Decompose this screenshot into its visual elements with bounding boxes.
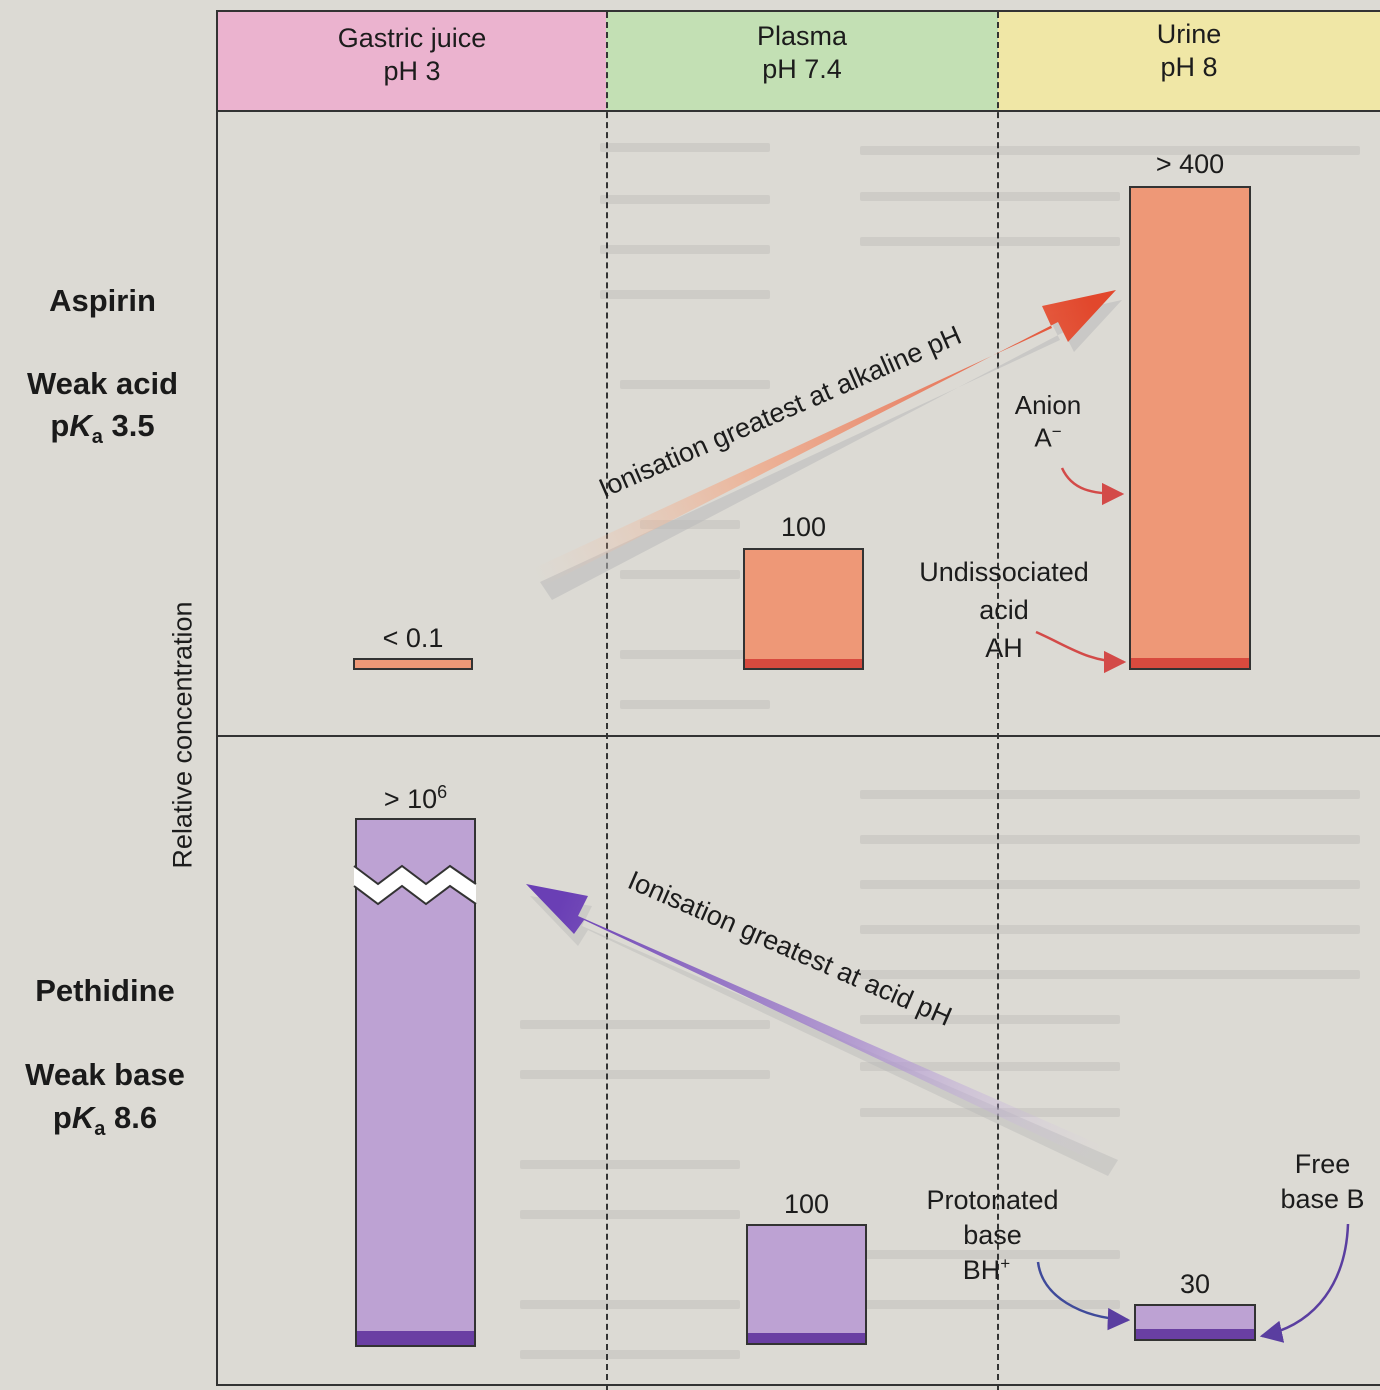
- anion-pointer-arrow: [1060, 467, 1125, 506]
- protonated-symbol: BH+: [899, 1253, 1074, 1288]
- header-divider: [218, 110, 1380, 112]
- header-urine-ph: pH 8: [1160, 51, 1218, 82]
- protonated-label: Protonated base BH+: [905, 1183, 1080, 1288]
- row-divider: [218, 735, 1380, 737]
- pethidine-pka-k: K: [71, 1100, 95, 1135]
- alkaline-ionisation-arrow: [530, 290, 1122, 600]
- header-urine: [998, 12, 1380, 110]
- pethidine-plasma-bar: [746, 1224, 867, 1345]
- pethidine-gastric-value-base: > 10: [383, 784, 438, 814]
- aspirin-pka-p: p: [50, 408, 70, 443]
- anion-label-text: Anion: [1014, 390, 1082, 420]
- header-gastric-label: Gastric juice pH 3: [218, 22, 606, 88]
- header-gastric: [218, 12, 606, 110]
- aspirin-pka-sub: a: [91, 426, 103, 449]
- free-base-pointer-arrow: [1259, 1223, 1350, 1343]
- header-urine-name: Urine: [1156, 19, 1222, 49]
- pethidine-plasma-base: [748, 1333, 865, 1343]
- aspirin-gastric-bar: [353, 658, 473, 670]
- figure-frame: [216, 10, 1380, 1386]
- protonated-symbol-letters: BH: [962, 1255, 1001, 1286]
- undissociated-line-3: AH: [985, 632, 1023, 663]
- header-plasma-ph: pH 7.4: [762, 53, 842, 84]
- pethidine-plasma-value: 100: [783, 1189, 830, 1219]
- free-base-line-2: base B: [1280, 1184, 1365, 1215]
- pethidine-pka: pKa 8.6: [0, 1100, 210, 1141]
- anion-symbol-letter: A: [1034, 422, 1052, 453]
- pethidine-urine-value: 30: [1179, 1269, 1211, 1299]
- anion-symbol: A−: [1000, 422, 1096, 454]
- undissociated-line-2: acid: [979, 594, 1029, 625]
- acid-ionisation-arrow: [526, 884, 1118, 1176]
- header-plasma-name: Plasma: [756, 21, 848, 51]
- aspirin-gastric-value: < 0.1: [382, 623, 444, 653]
- pethidine-gastric-value: > 106: [355, 782, 476, 816]
- protonated-line-1: Protonated: [926, 1185, 1059, 1215]
- pethidine-gastric-value-exp: 6: [437, 782, 448, 802]
- header-plasma: [606, 12, 998, 110]
- aspirin-pka-value: 3.5: [102, 408, 155, 443]
- divider-plasma-urine: [997, 12, 999, 1390]
- alkaline-arrow-body: [530, 290, 1116, 588]
- acid-arrow-text: Ionisation greatest at acid pH: [624, 865, 957, 1032]
- header-gastric-ph: pH 3: [383, 55, 441, 86]
- pethidine-urine-base: [1136, 1329, 1254, 1339]
- aspirin-plasma-undissociated: [745, 659, 862, 668]
- pethidine-class: Weak base: [25, 1057, 185, 1092]
- acid-arrow-shadow: [530, 896, 1118, 1176]
- pethidine-gastric-base: [357, 1331, 474, 1345]
- header-plasma-label: Plasma pH 7.4: [606, 20, 998, 86]
- divider-gastric-plasma: [606, 12, 608, 1390]
- free-base-line-1: Free: [1294, 1149, 1351, 1179]
- aspirin-pka-k: K: [69, 408, 92, 443]
- undissociated-label: Undissociated acid AH: [900, 554, 1108, 667]
- acid-arrow-body: [526, 884, 1112, 1166]
- protonated-pointer-arrow: [1036, 1261, 1131, 1331]
- anion-symbol-charge: −: [1051, 421, 1062, 441]
- pethidine-pka-sub: a: [94, 1118, 106, 1141]
- pethidine-gastric-bar: [355, 818, 476, 1347]
- pethidine-pka-value: 8.6: [105, 1100, 158, 1135]
- axis-break-mark: [353, 864, 477, 906]
- anion-label: Anion A−: [1000, 390, 1096, 454]
- free-base-label: Free base B: [1265, 1147, 1380, 1217]
- aspirin-urine-bar: [1129, 186, 1251, 670]
- pethidine-name: Pethidine: [35, 973, 175, 1008]
- aspirin-pka: pKa 3.5: [0, 408, 205, 449]
- header-urine-label: Urine pH 8: [998, 18, 1380, 84]
- alkaline-arrow-shadow: [540, 300, 1122, 600]
- aspirin-name: Aspirin: [49, 283, 156, 318]
- aspirin-urine-value: > 400: [1155, 149, 1225, 179]
- aspirin-plasma-bar: [743, 548, 864, 670]
- aspirin-plasma-value: 100: [780, 512, 827, 542]
- header-gastric-name: Gastric juice: [337, 23, 487, 53]
- protonated-symbol-charge: +: [1000, 1254, 1011, 1274]
- undissociated-line-1: Undissociated: [919, 557, 1089, 587]
- protonated-line-2: base: [963, 1220, 1022, 1251]
- aspirin-class: Weak acid: [26, 366, 179, 401]
- aspirin-urine-undissociated: [1131, 658, 1249, 668]
- undissociated-pointer-arrow: [1035, 630, 1127, 674]
- pethidine-pka-p: p: [52, 1100, 72, 1135]
